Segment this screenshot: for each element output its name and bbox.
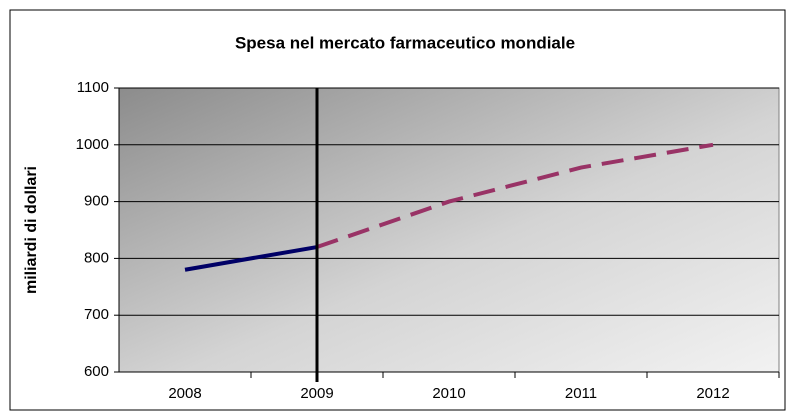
y-tick-label: 1000 [76,136,109,153]
y-tick-label: 800 [84,249,109,266]
x-tick-label: 2008 [168,385,201,402]
y-tick-label: 1100 [77,79,109,96]
chart-title: Spesa nel mercato farmaceutico mondiale [235,33,575,52]
x-tick-label: 2010 [432,385,465,402]
y-axis-label: miliardi di dollari [23,166,40,294]
plot-area [118,87,780,373]
x-tick-label: 2012 [696,385,729,402]
x-tick-label: 2011 [565,385,597,402]
series-line [316,142,714,249]
y-tick-label: 600 [84,363,109,380]
y-tick-label: 900 [84,193,109,210]
x-tick-label: 2009 [300,385,333,402]
y-tick-label: 700 [84,306,109,323]
series-line [184,245,318,272]
